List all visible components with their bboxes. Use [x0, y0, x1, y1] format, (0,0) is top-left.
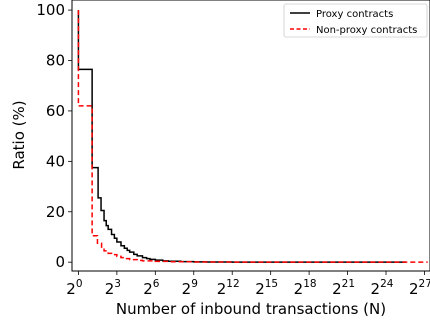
x-tick-label: 23: [105, 278, 121, 298]
series-layer: [77, 10, 428, 263]
x-axis-label: Number of inbound transactions (N): [116, 300, 386, 318]
legend-label-non-proxy: Non-proxy contracts: [316, 25, 417, 36]
y-tick-label: 0: [55, 253, 65, 271]
y-axis-ticks: 0 20 40 60 80 100: [36, 1, 72, 271]
x-tick-label: 224: [371, 278, 394, 298]
y-tick-label: 100: [36, 1, 65, 19]
legend-box: [283, 3, 428, 38]
x-tick-label: 227: [409, 278, 430, 298]
x-tick-label: 218: [294, 278, 317, 298]
y-tick-label: 60: [46, 102, 65, 120]
series-line-non-proxy: [77, 10, 428, 263]
x-tick-label: 20: [66, 278, 82, 298]
y-tick-label: 40: [46, 152, 65, 170]
x-tick-label: 26: [143, 278, 160, 298]
y-tick-label: 20: [46, 203, 65, 221]
y-tick-label: 80: [46, 52, 65, 70]
x-axis-ticks: 20 23 26 29 212 215 218 221 224 227: [66, 271, 430, 298]
x-tick-label: 215: [255, 278, 278, 298]
legend: Proxy contracts Non-proxy contracts: [283, 3, 428, 38]
x-tick-label: 212: [217, 278, 240, 298]
plot-area-frame: [71, 0, 430, 272]
legend-label-proxy: Proxy contracts: [316, 9, 393, 20]
x-tick-label: 221: [332, 278, 355, 298]
y-axis-label: Ratio (%): [10, 100, 28, 169]
x-tick-label: 29: [182, 278, 198, 298]
